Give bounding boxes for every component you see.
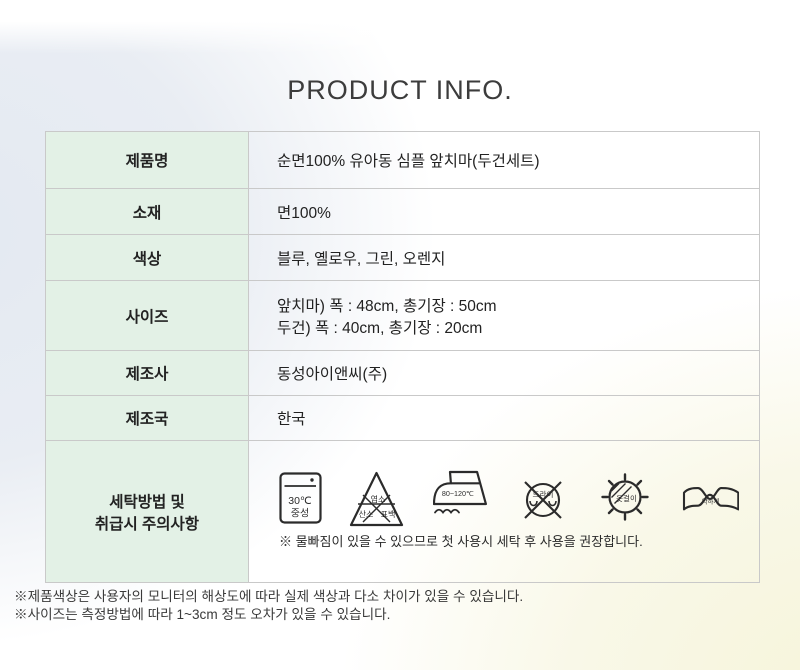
svg-text:산소: 산소 xyxy=(359,509,374,519)
svg-text:옷걸이: 옷걸이 xyxy=(616,493,637,503)
svg-text:80~120℃: 80~120℃ xyxy=(442,489,474,498)
svg-text:약하게: 약하게 xyxy=(702,497,720,506)
svg-text:염소: 염소 xyxy=(371,495,386,504)
svg-text:표백: 표백 xyxy=(381,509,396,519)
svg-text:30℃: 30℃ xyxy=(288,495,312,507)
svg-text:중성: 중성 xyxy=(291,508,309,520)
